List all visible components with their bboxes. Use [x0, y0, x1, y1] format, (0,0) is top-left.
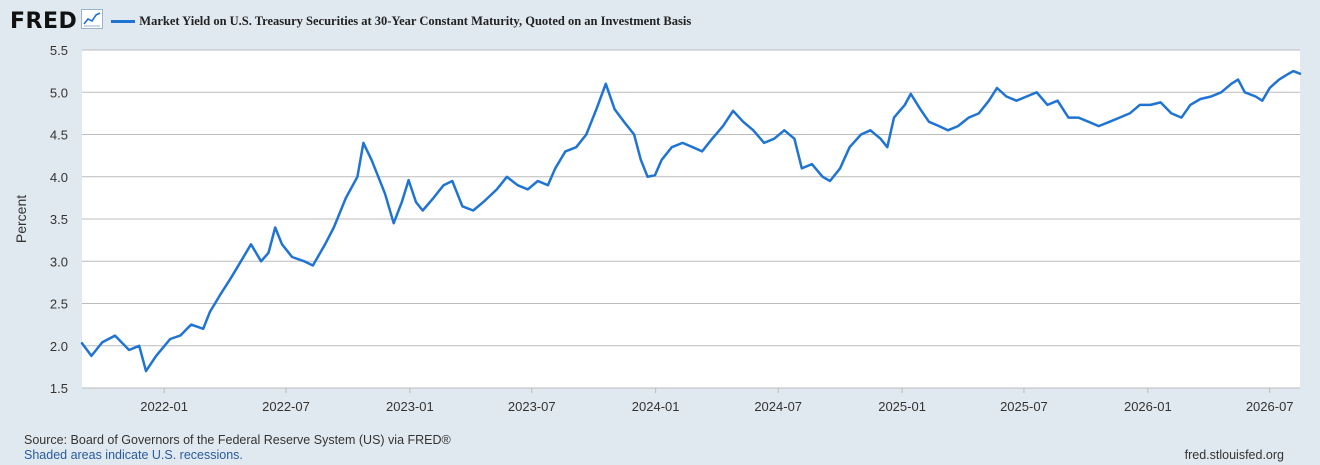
y-tick-label: 3.0 [50, 254, 68, 269]
x-tick-label: 2026-07 [1246, 399, 1294, 414]
y-tick-label: 4.5 [50, 128, 68, 143]
fred-logo-text: FRED [10, 8, 78, 34]
y-tick-label: 5.5 [50, 43, 68, 58]
series-layer [80, 69, 1302, 373]
y-tick-label: 2.0 [50, 339, 68, 354]
x-tick-label: 2023-07 [508, 399, 556, 414]
x-tick-labels: 2022-01 2022-07 2023-01 2023-07 2024-01 2024-… [140, 388, 1294, 414]
x-tick-label: 2025-01 [878, 399, 926, 414]
x-tick-label: 2023-01 [386, 399, 434, 414]
y-tick-label: 4.0 [50, 170, 68, 185]
legend-swatch [111, 19, 136, 23]
y-tick-label: 2.5 [50, 297, 68, 312]
y-tick-label: 5.0 [50, 85, 68, 100]
x-tick-label: 2024-01 [632, 399, 680, 414]
legend-series-title: Market Yield on U.S. Treasury Securities… [139, 13, 692, 28]
chart-header: FRED Market Yield on U.S. Treasury Secur… [10, 8, 691, 34]
x-tick-label: 2024-07 [754, 399, 802, 414]
fred-url[interactable]: fred.stlouisfed.org [1184, 448, 1284, 462]
x-tick-label: 2022-07 [262, 399, 310, 414]
y-axis-label: Percent [13, 195, 29, 243]
chart-legend: Market Yield on U.S. Treasury Securities… [111, 14, 691, 29]
grid-lines [82, 49, 1300, 389]
line-chart-icon [81, 8, 104, 34]
series-line[interactable] [80, 69, 1302, 373]
y-tick-label: 3.5 [50, 212, 68, 227]
recession-note[interactable]: Shaded areas indicate U.S. recessions. [24, 448, 243, 462]
source-note: Source: Board of Governors of the Federa… [24, 433, 451, 447]
x-tick-label: 2026-01 [1124, 399, 1172, 414]
y-tick-label: 1.5 [50, 381, 68, 396]
fred-logo[interactable]: FRED [10, 8, 104, 34]
x-tick-label: 2025-07 [1000, 399, 1048, 414]
y-tick-labels: 1.5 2.0 2.5 3.0 3.5 4.0 4.5 5.0 5.5 [50, 43, 68, 396]
x-tick-label: 2022-01 [140, 399, 188, 414]
